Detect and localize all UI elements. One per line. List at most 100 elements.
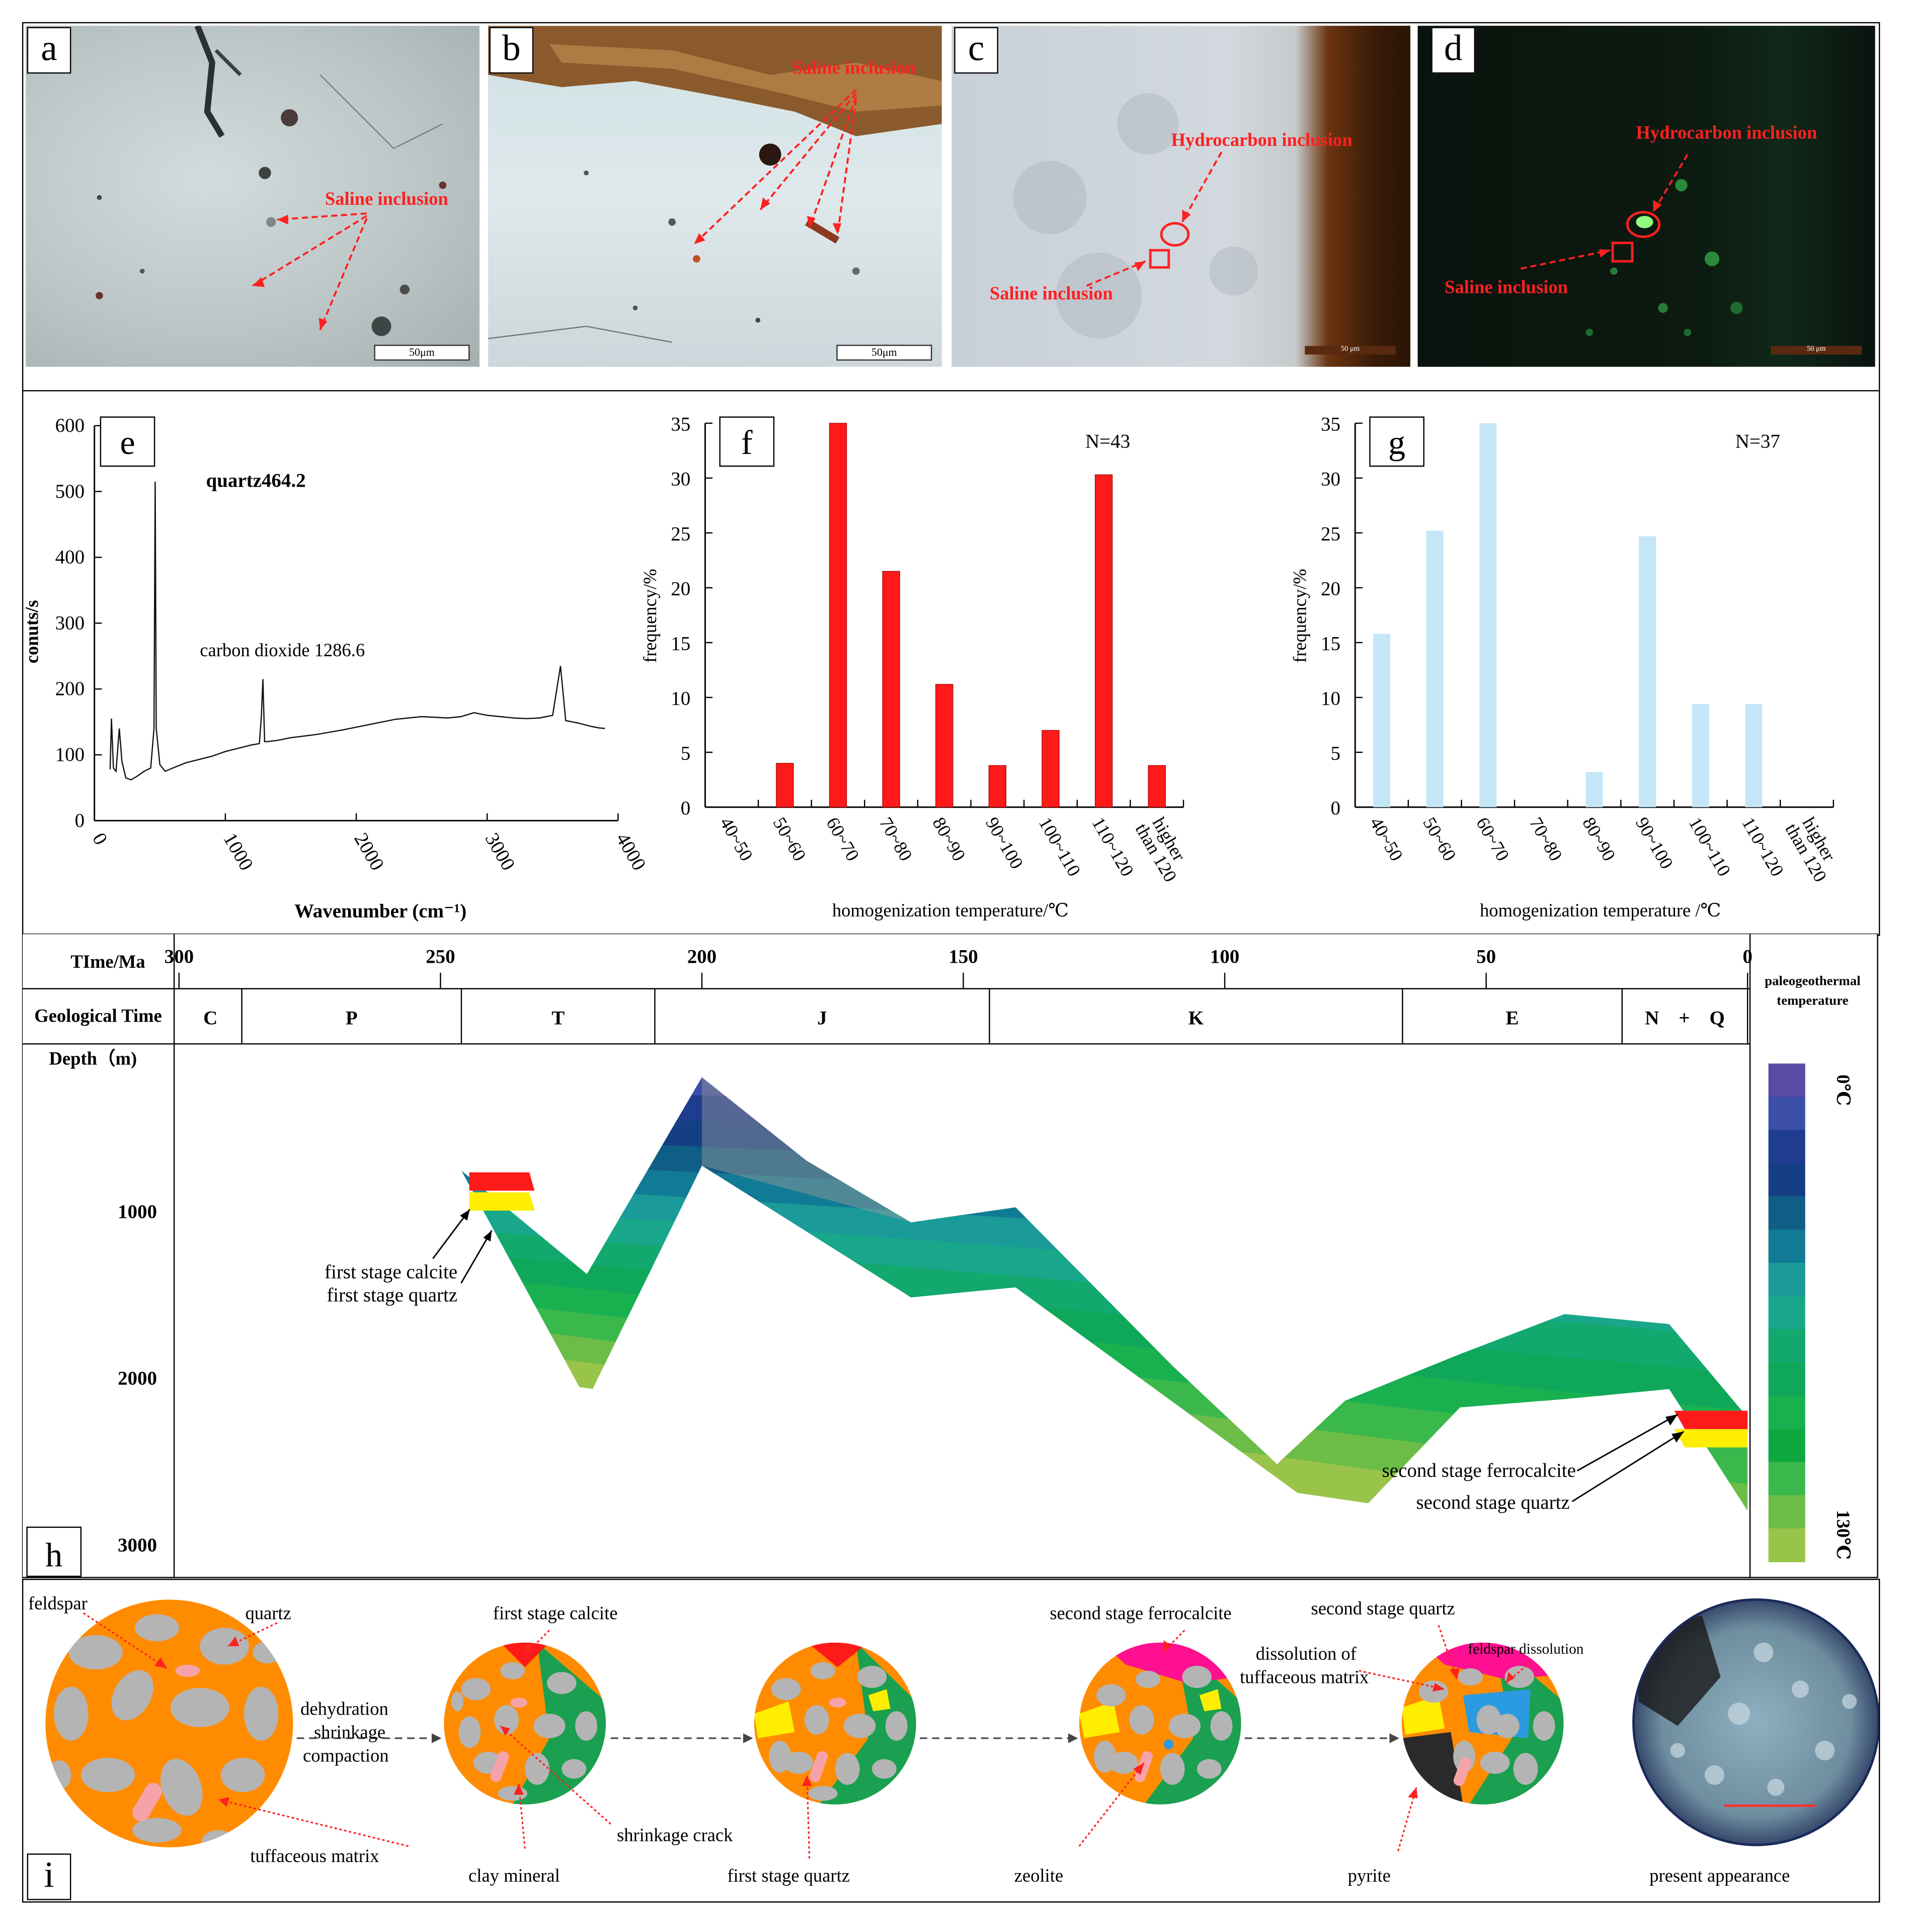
leader bbox=[1571, 1431, 1685, 1502]
y-tick-label: 600 bbox=[55, 415, 85, 436]
legend-swatch bbox=[1768, 1329, 1805, 1363]
photo-c bbox=[951, 26, 1410, 367]
legend-swatch bbox=[1768, 1396, 1805, 1430]
y-tick-label: 25 bbox=[1321, 523, 1340, 545]
arrows-d bbox=[1520, 154, 1689, 270]
label-tuffaceous-matrix: tuffaceous matrix bbox=[250, 1847, 379, 1867]
label-shrinkage-crack: shrinkage crack bbox=[616, 1826, 733, 1846]
panel-label-box bbox=[1369, 416, 1424, 467]
y-tick-label: 5 bbox=[681, 743, 690, 764]
legend-swatch bbox=[1768, 1362, 1805, 1397]
leader-head bbox=[1672, 1431, 1684, 1443]
panel-label: g bbox=[1388, 423, 1405, 461]
period-row-title: Geological Time bbox=[34, 1005, 162, 1026]
x-tick-label: 60~70 bbox=[1472, 814, 1514, 865]
y-tick-label: 100 bbox=[55, 744, 85, 765]
y-tick-label: 15 bbox=[1321, 633, 1340, 655]
present-appearance-photo bbox=[1633, 1599, 1879, 1845]
bar bbox=[1639, 536, 1656, 807]
stage-2-circle bbox=[444, 1642, 606, 1805]
x-axis-title: homogenization temperature /℃ bbox=[1480, 900, 1721, 920]
photo-c-texture bbox=[1013, 93, 1258, 339]
marker-label: second stage quartz bbox=[1416, 1492, 1569, 1513]
x-tick-label: 50~60 bbox=[769, 814, 811, 865]
panel-label-box-h bbox=[26, 1526, 82, 1577]
label-first-stage-calcite: first stage calcite bbox=[493, 1604, 618, 1625]
photo-a bbox=[26, 26, 480, 367]
legend-swatch bbox=[1768, 1130, 1805, 1164]
label-feldspar-dissolution: feldspar dissolution bbox=[1468, 1640, 1584, 1658]
label-zeolite: zeolite bbox=[1014, 1867, 1064, 1887]
diagenesis-row bbox=[22, 1579, 1880, 1903]
histogram-g: 0 5 10 15 20 25 30 35 40~50 50~60 60~70 70~80 80~90 9… bbox=[1290, 414, 1840, 920]
photo-a-inclusions bbox=[96, 26, 447, 336]
x-tick-label: 110~120 bbox=[1738, 814, 1788, 880]
photo-d bbox=[1417, 26, 1875, 367]
panel-label-a: a bbox=[27, 27, 71, 74]
legend-swatch bbox=[1768, 1429, 1805, 1463]
y-tick-label: 10 bbox=[1321, 688, 1340, 710]
legend-title-1: paleogeothermal bbox=[1765, 973, 1861, 988]
legend-swatch bbox=[1768, 1528, 1805, 1563]
diagenesis-evolution-diagram bbox=[45, 1598, 1879, 1859]
y-tick-label: 10 bbox=[671, 688, 690, 710]
x-axis-title: homogenization temperature/℃ bbox=[832, 900, 1069, 920]
bar bbox=[1373, 634, 1391, 807]
peak-label-quartz: quartz464.2 bbox=[206, 470, 305, 492]
bar bbox=[1585, 772, 1603, 807]
x-tick-label: 70~80 bbox=[876, 814, 917, 865]
legend-min-label: 0℃ bbox=[1833, 1074, 1854, 1106]
period-label: T bbox=[551, 1007, 565, 1029]
x-tick-label: 80~90 bbox=[928, 814, 970, 865]
diagenesis-marker bbox=[469, 1192, 535, 1211]
diagenesis-marker bbox=[469, 1172, 535, 1191]
x-tick-label: 50~60 bbox=[1419, 814, 1460, 865]
legend-swatch bbox=[1768, 1063, 1805, 1098]
bar bbox=[1094, 474, 1113, 808]
depth-tick-label: 3000 bbox=[118, 1534, 157, 1556]
legend-swatch bbox=[1768, 1263, 1805, 1297]
time-tick-label: 100 bbox=[1210, 946, 1239, 967]
bar bbox=[1148, 765, 1166, 808]
time-tick-label: 250 bbox=[426, 946, 455, 967]
bar bbox=[776, 763, 794, 808]
time-tick-label: 0 bbox=[1742, 946, 1752, 967]
legend-swatch bbox=[1768, 1229, 1805, 1264]
x-tick-label: 80~90 bbox=[1578, 814, 1620, 865]
legend-swatch bbox=[1768, 1163, 1805, 1197]
sample-count: N=43 bbox=[1085, 431, 1130, 452]
y-tick-label: 0 bbox=[1330, 797, 1340, 819]
legend-swatch bbox=[1768, 1462, 1805, 1496]
x-tick-label: 90~100 bbox=[982, 814, 1027, 873]
x-tick-label: 100~110 bbox=[1685, 814, 1735, 880]
label-dehydration: dehydration bbox=[300, 1700, 388, 1720]
legend-swatch bbox=[1768, 1196, 1805, 1230]
stage-5-circle bbox=[1401, 1642, 1564, 1805]
panel-label-i: i bbox=[27, 1853, 71, 1900]
stage-3-circle bbox=[754, 1642, 916, 1805]
y-tick-label: 20 bbox=[671, 578, 690, 600]
depth-tick-label: 2000 bbox=[118, 1368, 157, 1389]
time-tick-label: 200 bbox=[687, 946, 717, 967]
time-tick-label: 150 bbox=[948, 946, 978, 967]
chart-row bbox=[22, 390, 1880, 936]
time-axis-title: TIme/Ma bbox=[70, 951, 145, 972]
label-quartz: quartz bbox=[245, 1604, 291, 1625]
y-tick-label: 0 bbox=[75, 810, 85, 831]
legend-swatch bbox=[1768, 1097, 1805, 1131]
x-tick-label: 0 bbox=[88, 829, 112, 848]
panel-label-b: b bbox=[489, 27, 534, 74]
bar bbox=[1692, 704, 1709, 807]
label-compaction: compaction bbox=[303, 1747, 389, 1766]
time-tick-label: 300 bbox=[165, 946, 194, 967]
x-tick-label: 1000 bbox=[219, 829, 257, 874]
y-tick-label: 500 bbox=[55, 481, 85, 502]
label-second-stage-ferrocalcite: second stage ferrocalcite bbox=[1050, 1604, 1232, 1625]
x-tick-label: 2000 bbox=[350, 829, 388, 874]
leader bbox=[1576, 1414, 1678, 1472]
depth-title: Depth（m) bbox=[49, 1048, 137, 1069]
bar bbox=[1042, 730, 1060, 808]
label-present-appearance: present appearance bbox=[1649, 1867, 1790, 1887]
leader-head bbox=[459, 1209, 470, 1221]
